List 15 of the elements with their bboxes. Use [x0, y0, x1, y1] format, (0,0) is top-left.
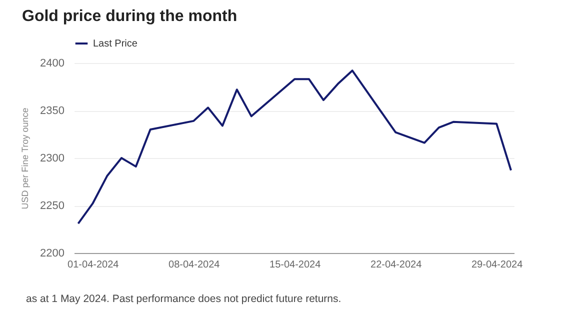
x-tick-label: 01-04-2024: [68, 260, 120, 270]
x-tick-label: 29-04-2024: [471, 260, 524, 270]
y-tick-label: 2300: [40, 152, 64, 164]
y-tick-label: 2200: [40, 248, 64, 260]
legend-label: Last Price: [93, 38, 138, 50]
text: as at 1 May 2024. Past performance does not predict future returns.: [26, 293, 342, 305]
y-tick-label: 2350: [40, 105, 64, 117]
line-series: [77, 70, 512, 225]
y-tick-label: 2250: [40, 200, 64, 212]
chart-title: Gold price during the month: [22, 8, 238, 25]
x-tick-label: 08-04-2024: [168, 260, 220, 270]
y-axis-title: USD per Fine Troy ounce: [20, 108, 30, 210]
x-tick-label: 22-04-2024: [370, 260, 422, 270]
y-tick-label: 2400: [40, 58, 64, 70]
x-tick-label: 15-04-2024: [270, 260, 322, 270]
